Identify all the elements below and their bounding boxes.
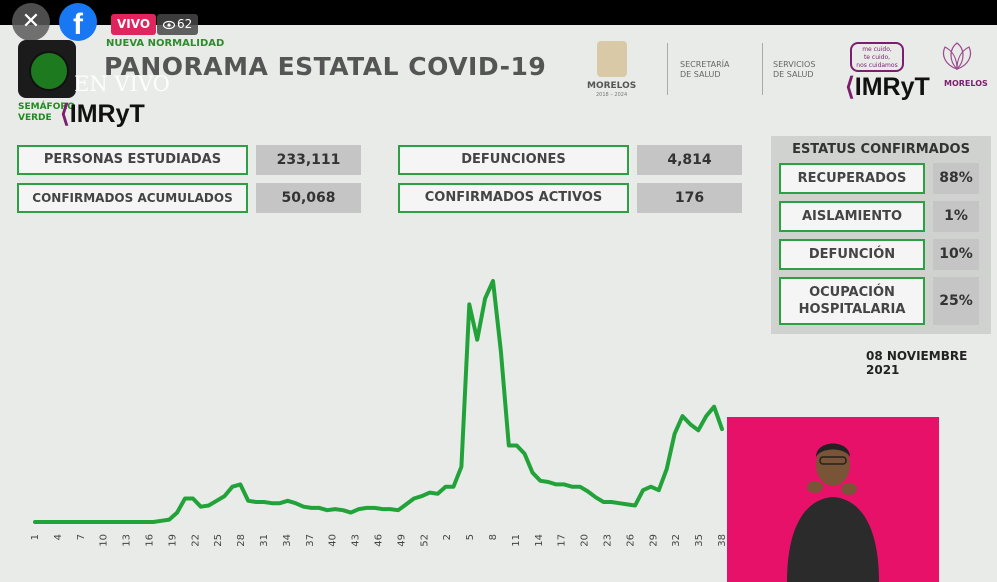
confirmados-activos-value: 176 — [637, 183, 742, 213]
x-tick-label: 52 — [419, 534, 430, 547]
personas-estudiadas-value: 233,111 — [256, 145, 361, 175]
recuperados-value: 88% — [933, 163, 979, 194]
x-tick-label: 8 — [488, 534, 499, 540]
confirmados-activos-label: CONFIRMADOS ACTIVOS — [398, 183, 629, 213]
x-tick-label: 4 — [53, 534, 64, 540]
x-tick-label: 17 — [557, 534, 568, 547]
morelos-small-label: MORELOS — [944, 79, 988, 88]
page-title: PANORAMA ESTATAL COVID-19 — [104, 52, 547, 81]
x-tick-label: 1 — [30, 534, 41, 540]
cases-line — [33, 278, 724, 524]
x-tick-label: 19 — [167, 534, 178, 547]
x-tick-label: 40 — [328, 534, 339, 547]
sign-language-interpreter-video — [727, 417, 939, 582]
imryt-logo: ⟨IMRyT — [60, 100, 145, 128]
close-button[interactable]: ✕ — [12, 3, 50, 41]
close-icon: ✕ — [21, 9, 41, 34]
x-tick-label: 31 — [259, 534, 270, 547]
viewer-count-badge: 62 — [157, 14, 199, 35]
eye-icon — [162, 20, 176, 30]
imryt-logo-right: ⟨IMRyT — [845, 73, 930, 101]
morelos-years: 2018 – 2024 — [596, 92, 628, 98]
x-tick-label: 5 — [465, 534, 476, 540]
x-tick-label: 43 — [351, 534, 362, 547]
defunciones-value: 4,814 — [637, 145, 742, 175]
servicios-de-salud-logo: SERVICIOS DE SALUD — [773, 60, 816, 79]
x-tick-label: 25 — [213, 534, 224, 547]
x-tick-label: 49 — [396, 534, 407, 547]
x-tick-label: 28 — [236, 534, 247, 547]
live-badge: VIVO — [111, 14, 157, 35]
nueva-normalidad-label: NUEVA NORMALIDAD — [106, 38, 225, 49]
x-tick-label: 35 — [694, 534, 705, 547]
slogan-badge: me cuido, te cuido, nos cuidamos — [850, 42, 904, 72]
x-tick-label: 10 — [99, 534, 110, 547]
x-tick-label: 29 — [648, 534, 659, 547]
x-tick-label: 7 — [76, 534, 87, 540]
semaforo-label: SEMÁFORO VERDE — [18, 102, 75, 123]
x-tick-label: 16 — [145, 534, 156, 547]
interpreter-figure — [787, 443, 879, 582]
semaforo-icon — [18, 40, 76, 98]
defuncion-label: DEFUNCIÓN — [779, 239, 925, 270]
date-label: 08 NOVIEMBRE 2021 — [866, 349, 968, 377]
x-tick-label: 20 — [580, 534, 591, 547]
divider — [762, 43, 763, 95]
ocupacion-hospitalaria-label: OCUPACIÓN HOSPITALARIA — [779, 277, 925, 325]
aislamiento-label: AISLAMIENTO — [779, 201, 925, 232]
covid-cases-line-chart: 1 4 7 10 13 16 19 22 25 28 31 34 37 40 43 46 49 52 2 5 8 11 14… — [30, 278, 728, 547]
lotus-icon — [942, 42, 972, 70]
defunciones-label: DEFUNCIONES — [398, 145, 629, 175]
divider — [667, 43, 668, 95]
status-title: ESTATUS CONFIRMADOS — [792, 142, 970, 157]
x-tick-label: 34 — [282, 534, 293, 547]
x-tick-label: 2 — [442, 534, 453, 540]
x-tick-label: 11 — [511, 534, 522, 547]
x-tick-label: 46 — [374, 534, 385, 547]
confirmados-acumulados-label: CONFIRMADOS ACUMULADOS — [17, 183, 248, 213]
personas-estudiadas-label: PERSONAS ESTUDIADAS — [17, 145, 248, 175]
x-tick-label: 14 — [534, 534, 545, 547]
x-tick-label: 32 — [671, 534, 682, 547]
x-tick-label: 26 — [625, 534, 636, 547]
morelos-seal-icon — [597, 41, 627, 77]
en-vivo-overlay: EN VIVO — [74, 72, 170, 96]
x-axis-ticks: 1 4 7 10 13 16 19 22 25 28 31 34 37 40 43 46 49 52 2 5 8 11 14… — [30, 534, 728, 547]
morelos-label: MORELOS — [587, 81, 637, 91]
x-tick-label: 22 — [190, 534, 201, 547]
confirmados-acumulados-value: 50,068 — [256, 183, 361, 213]
secretaria-de-salud-logo: SECRETARÍA DE SALUD — [680, 60, 730, 79]
facebook-icon[interactable]: f — [59, 3, 97, 41]
aislamiento-value: 1% — [933, 201, 979, 232]
recuperados-label: RECUPERADOS — [779, 163, 925, 194]
viewer-count: 62 — [177, 17, 193, 31]
ocupacion-hospitalaria-value: 25% — [933, 277, 979, 325]
x-tick-label: 37 — [305, 534, 316, 547]
x-tick-label: 38 — [717, 534, 728, 547]
x-tick-label: 13 — [122, 534, 133, 547]
x-tick-label: 23 — [603, 534, 614, 547]
defuncion-value: 10% — [933, 239, 979, 270]
